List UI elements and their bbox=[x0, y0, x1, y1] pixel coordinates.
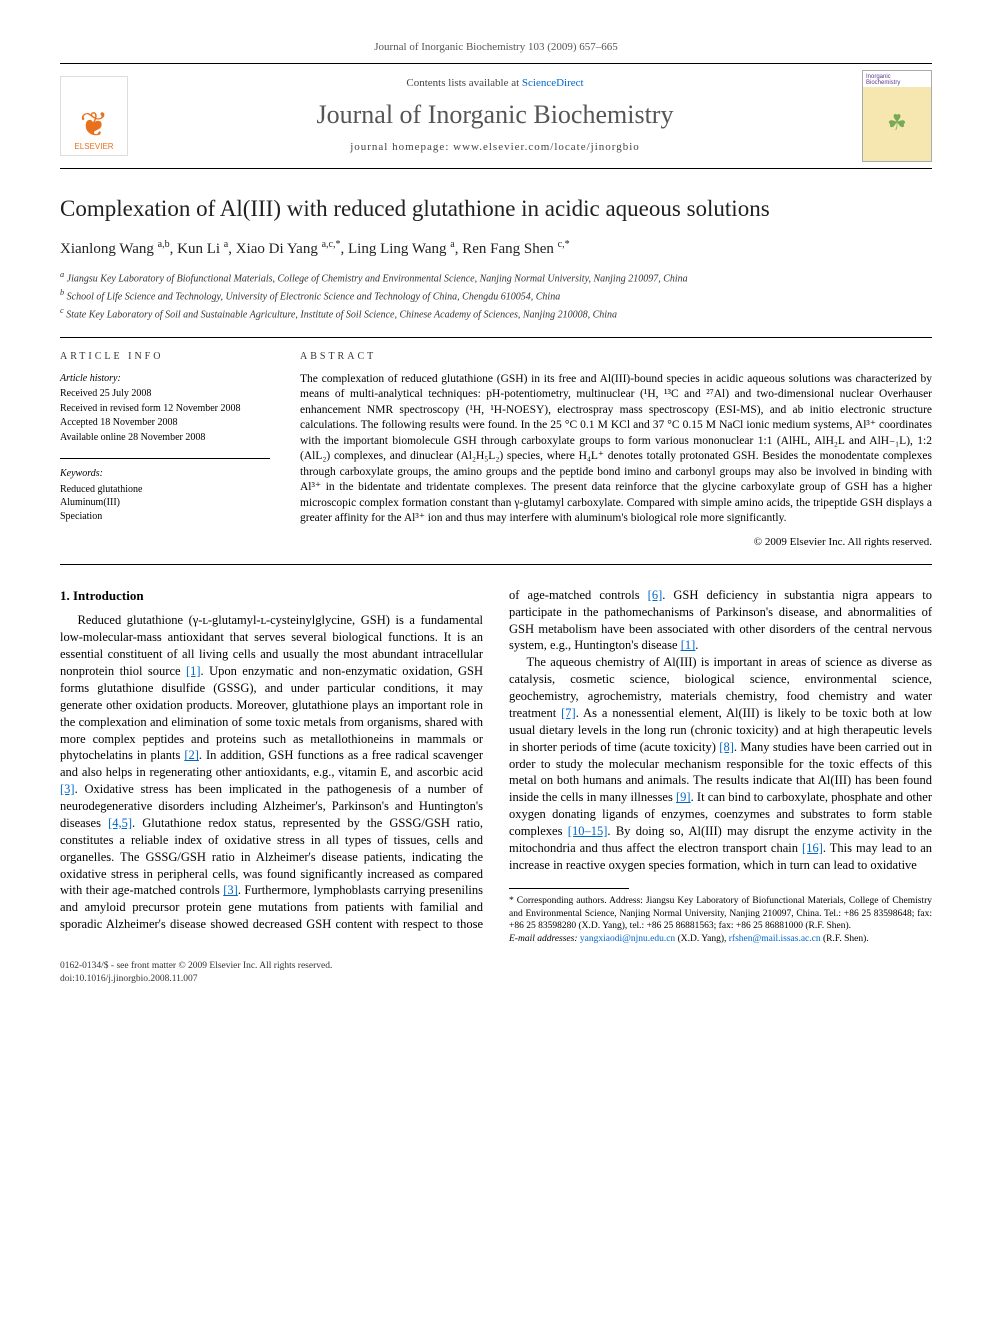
cover-label-1: Inorganic bbox=[866, 74, 928, 81]
ref-link[interactable]: [3] bbox=[223, 883, 238, 897]
sciencedirect-link[interactable]: ScienceDirect bbox=[522, 77, 584, 89]
abstract-block: ABSTRACT The complexation of reduced glu… bbox=[300, 350, 932, 550]
masthead: ❦ ELSEVIER Contents lists available at S… bbox=[60, 63, 932, 169]
abstract-heading: ABSTRACT bbox=[300, 350, 932, 364]
keyword: Reduced glutathione bbox=[60, 483, 270, 497]
tree-icon: ❦ bbox=[80, 108, 109, 142]
corresponding-author-note: * Corresponding authors. Address: Jiangs… bbox=[509, 895, 932, 933]
ref-link[interactable]: [1] bbox=[681, 638, 696, 652]
keyword: Speciation bbox=[60, 510, 270, 524]
contents-prefix: Contents lists available at bbox=[406, 77, 521, 89]
elsevier-logo: ❦ ELSEVIER bbox=[60, 76, 128, 156]
author-list: Xianlong Wang a,b, Kun Li a, Xiao Di Yan… bbox=[60, 238, 932, 259]
footnotes: * Corresponding authors. Address: Jiangs… bbox=[509, 895, 932, 946]
homepage-prefix: journal homepage: bbox=[350, 141, 453, 153]
abstract-copyright: © 2009 Elsevier Inc. All rights reserved… bbox=[300, 535, 932, 550]
affiliation-a: a Jiangsu Key Laboratory of Biofunctiona… bbox=[60, 269, 932, 286]
email-link[interactable]: rfshen@mail.issas.ac.cn bbox=[729, 934, 821, 944]
affiliations: a Jiangsu Key Laboratory of Biofunctiona… bbox=[60, 269, 932, 321]
history-item: Received in revised form 12 November 200… bbox=[60, 402, 270, 416]
cover-label-2: Biochemistry bbox=[866, 80, 928, 87]
ref-link[interactable]: [6] bbox=[648, 588, 663, 602]
ref-link[interactable]: [4,5] bbox=[108, 816, 132, 830]
front-matter-line: 0162-0134/$ - see front matter © 2009 El… bbox=[60, 960, 932, 973]
ref-link[interactable]: [16] bbox=[802, 841, 823, 855]
running-head: Journal of Inorganic Biochemistry 103 (2… bbox=[60, 40, 932, 55]
paragraph: The aqueous chemistry of Al(III) is impo… bbox=[509, 654, 932, 873]
journal-cover-thumb: Inorganic Biochemistry ☘ bbox=[862, 70, 932, 162]
history-heading: Article history: bbox=[60, 372, 270, 386]
footnote-separator bbox=[509, 888, 629, 889]
homepage-line: journal homepage: www.elsevier.com/locat… bbox=[142, 140, 848, 155]
history-item: Accepted 18 November 2008 bbox=[60, 416, 270, 430]
email-link[interactable]: yangxiaodi@njnu.edu.cn bbox=[580, 934, 675, 944]
ref-link[interactable]: [10–15] bbox=[568, 824, 608, 838]
abstract-text: The complexation of reduced glutathione … bbox=[300, 372, 932, 527]
doi-line: doi:10.1016/j.jinorgbio.2008.11.007 bbox=[60, 973, 932, 986]
ref-link[interactable]: [8] bbox=[719, 740, 734, 754]
keyword: Aluminum(III) bbox=[60, 496, 270, 510]
ref-link[interactable]: [1] bbox=[186, 664, 201, 678]
keywords-heading: Keywords: bbox=[60, 458, 270, 481]
article-info-block: ARTICLE INFO Article history: Received 2… bbox=[60, 350, 270, 550]
article-title: Complexation of Al(III) with reduced glu… bbox=[60, 195, 932, 224]
journal-name: Journal of Inorganic Biochemistry bbox=[142, 97, 848, 132]
section-1-heading: 1. Introduction bbox=[60, 587, 483, 605]
ref-link[interactable]: [3] bbox=[60, 782, 75, 796]
email-line: E-mail addresses: yangxiaodi@njnu.edu.cn… bbox=[509, 933, 932, 946]
ref-link[interactable]: [9] bbox=[676, 790, 691, 804]
contents-line: Contents lists available at ScienceDirec… bbox=[142, 76, 848, 91]
publisher-name: ELSEVIER bbox=[74, 142, 113, 153]
homepage-url: www.elsevier.com/locate/jinorgbio bbox=[453, 141, 640, 153]
history-item: Available online 28 November 2008 bbox=[60, 431, 270, 445]
history-item: Received 25 July 2008 bbox=[60, 387, 270, 401]
ref-link[interactable]: [2] bbox=[184, 748, 199, 762]
cover-art-icon: ☘ bbox=[866, 87, 928, 158]
body-columns: 1. Introduction Reduced glutathione (γ-ʟ… bbox=[60, 587, 932, 946]
page-footer: 0162-0134/$ - see front matter © 2009 El… bbox=[60, 960, 932, 986]
affiliation-c: c State Key Laboratory of Soil and Susta… bbox=[60, 305, 932, 322]
ref-link[interactable]: [7] bbox=[561, 706, 576, 720]
affiliation-b: b School of Life Science and Technology,… bbox=[60, 287, 932, 304]
article-info-heading: ARTICLE INFO bbox=[60, 350, 270, 364]
